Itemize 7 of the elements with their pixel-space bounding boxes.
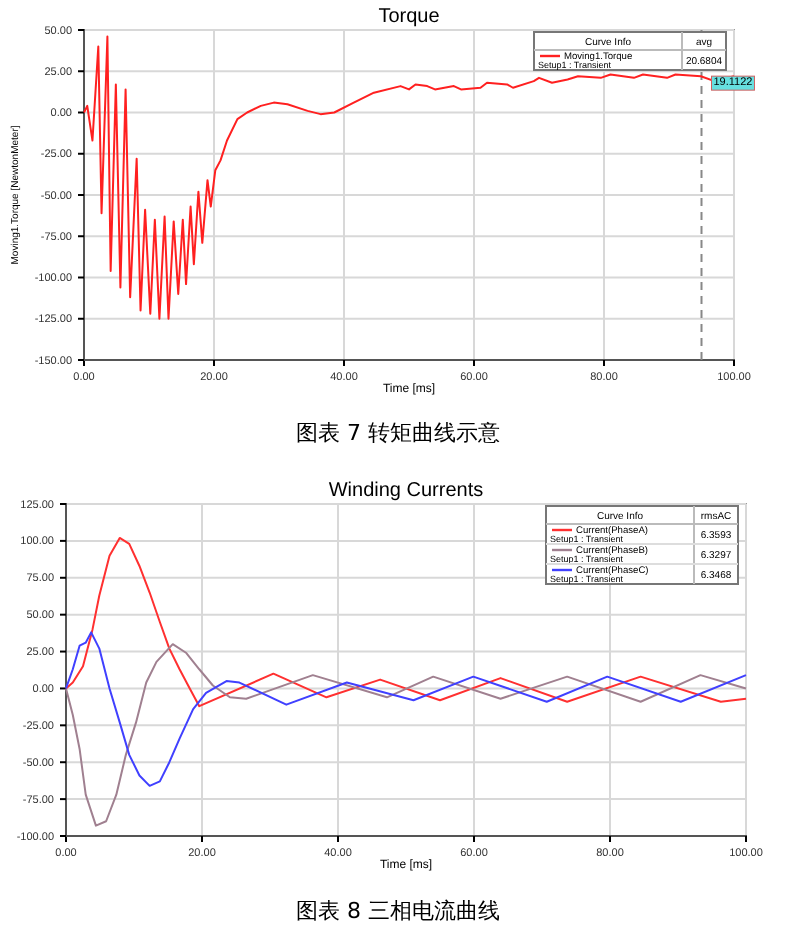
chart-title: Torque (378, 6, 441, 28)
text: 图表 8 三相电流曲线 (296, 898, 500, 924)
line-series (65, 536, 747, 708)
chart-title: Winding Currents (328, 480, 484, 502)
text: 图表 7 转矩曲线示意 (296, 420, 500, 446)
line-series (65, 643, 747, 827)
line-series (65, 631, 747, 787)
